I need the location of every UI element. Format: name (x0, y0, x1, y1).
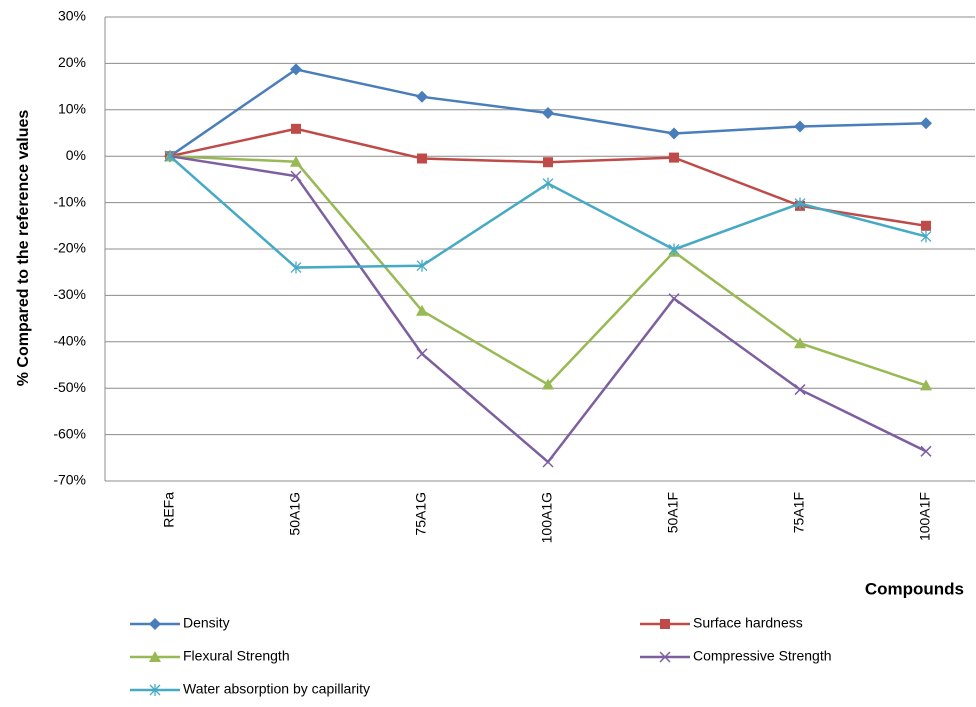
marker (921, 220, 931, 231)
x-tick-label: 50A1G (287, 492, 303, 536)
marker (920, 445, 932, 457)
marker (794, 384, 806, 396)
marker (542, 107, 554, 120)
y-tick-label: 10% (58, 101, 86, 117)
x-tick-label: 100A1F (917, 492, 933, 541)
marker (416, 348, 428, 360)
marker (794, 197, 806, 210)
marker (290, 170, 302, 182)
y-tick-label: -30% (53, 286, 86, 302)
legend-marker (149, 651, 161, 662)
y-tick-label: -60% (53, 425, 86, 441)
marker (920, 117, 932, 130)
marker (669, 152, 679, 163)
marker (794, 337, 806, 349)
marker (920, 230, 932, 243)
y-tick-label: -70% (53, 472, 86, 488)
series-line (169, 154, 927, 387)
marker (542, 456, 554, 468)
marker (920, 379, 932, 391)
marker (416, 259, 428, 272)
marker (542, 378, 554, 390)
marker (290, 63, 302, 76)
x-tick-label: 75A1F (791, 492, 807, 533)
marker (668, 243, 680, 256)
marker (164, 150, 176, 163)
y-tick-label: 20% (58, 54, 86, 70)
marker (417, 153, 427, 164)
legend-label: Surface hardness (693, 615, 803, 631)
series-line (169, 127, 927, 228)
legend-label: Density (183, 615, 230, 631)
x-tick-label: REFa (161, 492, 177, 528)
y-tick-label: 30% (58, 8, 86, 24)
y-tick-label: -20% (53, 240, 86, 256)
marker (668, 293, 680, 305)
marker (668, 127, 680, 140)
legend-marker (660, 619, 670, 629)
y-tick-label: -40% (53, 333, 86, 349)
legend-label: Water absorption by capillarity (183, 681, 370, 697)
y-tick-label: -10% (53, 193, 86, 209)
marker (290, 261, 302, 274)
legend-marker (149, 684, 161, 696)
x-tick-label: 50A1F (665, 492, 681, 533)
x-tick-label: 75A1G (413, 492, 429, 536)
marker (543, 157, 553, 168)
x-axis-title: Compounds (865, 579, 964, 598)
marker (542, 177, 554, 190)
y-tick-label: 0% (66, 147, 86, 163)
marker (416, 304, 428, 316)
marker (290, 155, 302, 167)
marker (794, 120, 806, 133)
legend-marker (149, 618, 161, 630)
legend-marker (659, 651, 671, 663)
y-axis-title: % Compared to the reference values (15, 110, 32, 387)
series-line (169, 154, 927, 464)
x-tick-label: 100A1G (539, 492, 555, 543)
y-tick-label: -50% (53, 379, 86, 395)
marker (416, 90, 428, 103)
marker (291, 123, 301, 134)
legend-label: Flexural Strength (183, 648, 290, 664)
legend-label: Compressive Strength (693, 648, 832, 664)
